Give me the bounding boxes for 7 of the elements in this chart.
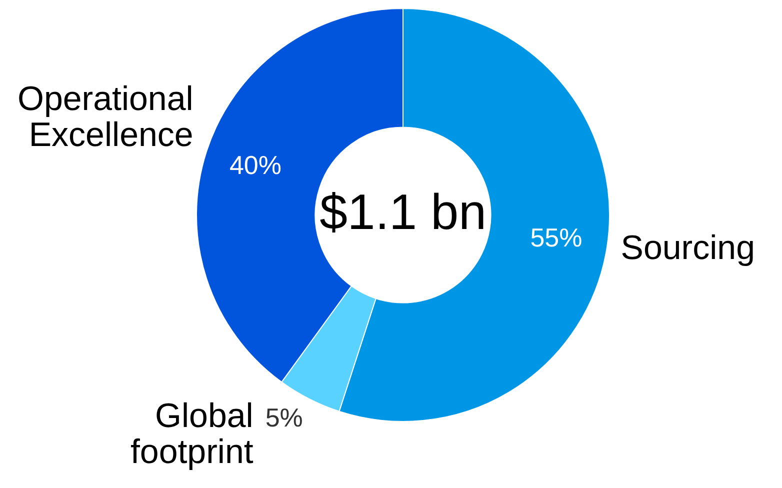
- text: $1.1 bn: [320, 184, 486, 240]
- data-label: 40%: [229, 150, 282, 180]
- data-label: 5%: [265, 402, 303, 433]
- data-label: 55%: [530, 222, 582, 252]
- slice-label: Global footprint: [130, 396, 254, 471]
- slice-label: Sourcing: [620, 228, 755, 267]
- slice-label: Operational Excellence: [18, 80, 194, 154]
